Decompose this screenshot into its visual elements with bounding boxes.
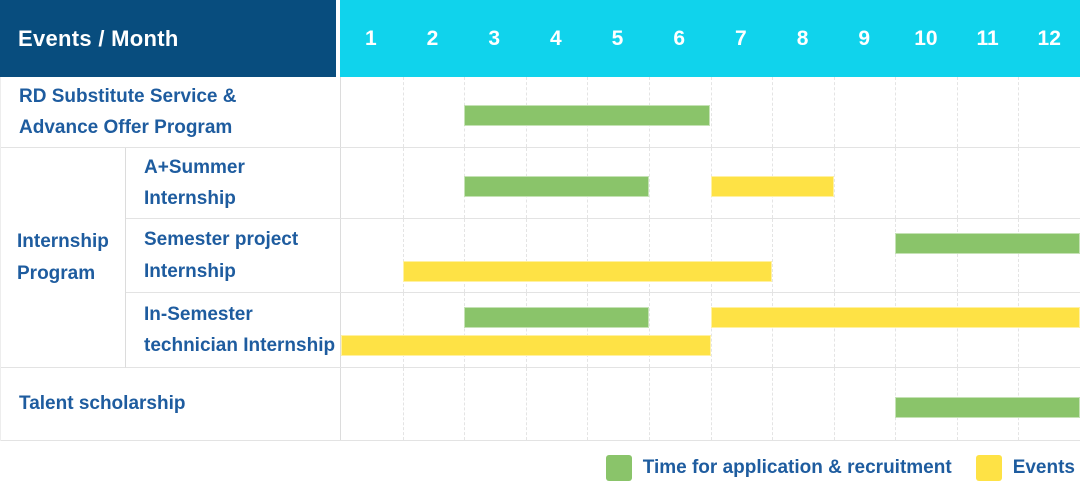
month-label: 1 — [364, 26, 377, 50]
month-gridline — [956, 293, 958, 367]
month-gridline — [402, 368, 404, 440]
month-gridline — [772, 293, 774, 367]
month-gridline — [648, 148, 650, 218]
row-timeline — [341, 148, 1080, 218]
month-gridline — [956, 77, 958, 147]
row-label: Semester project Internship — [126, 219, 341, 292]
row-timeline — [341, 77, 1080, 147]
legend: Time for application & recruitment Events — [0, 441, 1080, 494]
row-timeline — [341, 368, 1080, 440]
month-gridline — [833, 77, 835, 147]
month-label: 7 — [735, 26, 747, 50]
month-gridline — [710, 219, 712, 292]
event-bar — [710, 176, 834, 197]
month-header-row: 1 2 3 4 5 6 7 8 9 10 11 12 — [340, 0, 1080, 77]
header-row: Events / Month 1 2 3 4 5 6 7 8 9 10 11 12 — [0, 0, 1080, 77]
month-gridline — [833, 219, 835, 292]
schedule-row: Semester project Internship — [126, 219, 1080, 293]
event-bar — [402, 261, 773, 282]
month-gridline — [772, 368, 774, 440]
month-gridline — [587, 219, 589, 292]
month-gridline — [648, 219, 650, 292]
row-label: In-Semester technician Internship — [126, 293, 341, 367]
month-gridline — [833, 148, 835, 218]
legend-item-event: Events — [975, 454, 1075, 481]
month-gridline — [772, 219, 774, 292]
month-gridline — [833, 368, 835, 440]
month-gridline — [1018, 219, 1020, 292]
month-gridline — [895, 219, 897, 292]
month-gridline — [1018, 293, 1020, 367]
events-month-header: Events / Month — [0, 0, 340, 77]
month-label: 9 — [858, 26, 871, 50]
month-gridline — [402, 148, 404, 218]
month-label: 12 — [1037, 26, 1061, 50]
month-gridline — [956, 219, 958, 292]
row-timeline — [341, 219, 1080, 292]
month-gridline — [464, 293, 466, 367]
row-label: RD Substitute Service & Advance Offer Pr… — [1, 77, 341, 147]
schedule-row: A+Summer Internship — [126, 148, 1080, 219]
month-gridline — [710, 77, 712, 147]
application-bar — [464, 105, 711, 126]
month-label: 11 — [976, 26, 999, 50]
month-gridline — [1018, 77, 1020, 147]
row-label: A+Summer Internship — [126, 148, 341, 218]
schedule-row: Talent scholarship — [1, 368, 1080, 441]
month-gridline — [648, 293, 650, 367]
group-subrows: A+Summer Internship Semester project Inte… — [126, 148, 1080, 368]
month-gridline — [402, 293, 404, 367]
month-gridline — [710, 368, 712, 440]
month-gridline — [956, 148, 958, 218]
application-swatch — [605, 454, 632, 481]
legend-label: Events — [1012, 456, 1075, 478]
month-gridline — [525, 368, 527, 440]
event-swatch — [975, 454, 1002, 481]
schedule-row: In-Semester technician Internship — [126, 293, 1080, 368]
application-bar — [464, 307, 649, 328]
month-gridline — [525, 293, 527, 367]
month-gridline — [464, 219, 466, 292]
month-gridline — [402, 77, 404, 147]
month-label: 3 — [488, 26, 501, 50]
internship-program-group: Internship Program A+Summer Internship Sem… — [1, 148, 1080, 368]
row-label: Talent scholarship — [1, 368, 341, 440]
month-label: 6 — [673, 26, 686, 50]
event-bar — [341, 335, 711, 356]
month-gridline — [587, 368, 589, 440]
application-bar — [464, 176, 649, 197]
month-gridline — [895, 293, 897, 367]
month-gridline — [772, 77, 774, 147]
schedule-body: RD Substitute Service & Advance Offer Pr… — [0, 77, 1080, 441]
month-gridline — [833, 293, 835, 367]
month-gridline — [1018, 148, 1020, 218]
month-gridline — [648, 368, 650, 440]
legend-label: Time for application & recruitment — [642, 456, 952, 478]
application-bar — [895, 397, 1080, 418]
month-label: 2 — [426, 26, 439, 50]
schedule-row: RD Substitute Service & Advance Offer Pr… — [1, 77, 1080, 148]
month-label: 4 — [550, 26, 562, 50]
month-gridline — [710, 293, 712, 367]
month-gridline — [895, 148, 897, 218]
legend-item-application: Time for application & recruitment — [605, 454, 952, 481]
month-gridline — [402, 219, 404, 292]
month-label: 8 — [796, 26, 809, 50]
month-label: 5 — [611, 26, 624, 50]
month-gridline — [895, 77, 897, 147]
month-label: 10 — [914, 26, 938, 50]
application-bar — [895, 233, 1080, 254]
month-gridline — [587, 293, 589, 367]
event-bar — [710, 307, 1080, 328]
month-gridline — [464, 368, 466, 440]
month-gridline — [525, 219, 527, 292]
row-timeline — [341, 293, 1080, 367]
group-label: Internship Program — [1, 148, 126, 368]
